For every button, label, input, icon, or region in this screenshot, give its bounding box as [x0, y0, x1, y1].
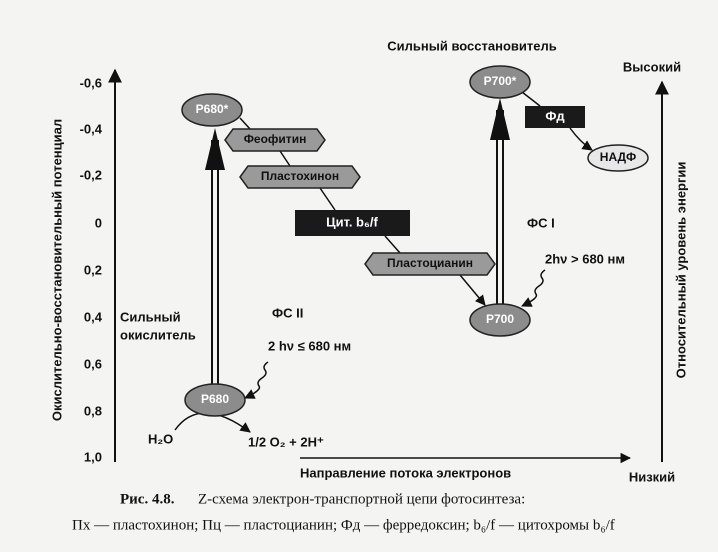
connector: [521, 91, 541, 107]
tick-label: 0,4: [84, 309, 103, 324]
label: Сильный восстановитель: [387, 38, 556, 53]
node-label: Пластохинон: [261, 169, 339, 183]
high-label: Высокий: [623, 59, 681, 74]
energy-label: Относительный уровень энергии: [673, 162, 688, 379]
node-label: Фд: [545, 108, 565, 123]
label: 2hν > 680 нм: [545, 251, 625, 266]
connector: [239, 117, 251, 130]
caption-number: Рис. 4.8.: [120, 491, 175, 507]
tick-label: -0,2: [80, 167, 102, 182]
axis-label: Окислительно-восстановительный потенциал: [49, 119, 64, 421]
node-label: P680*: [196, 102, 229, 116]
tick-label: 0: [95, 215, 102, 230]
label: 2 hν ≤ 680 нм: [268, 338, 351, 353]
node-ellipse: [469, 303, 531, 337]
node-label: Пластоцианин: [387, 256, 473, 270]
node-box: [239, 165, 361, 189]
node-label: P700: [486, 312, 514, 326]
node-ellipse: [184, 383, 246, 417]
label: ФС II: [272, 305, 303, 320]
connector: [384, 235, 401, 254]
caption-title: Z-схема электрон-транспортной цепи фотос…: [198, 491, 525, 507]
label: окислитель: [120, 327, 196, 342]
label: Направление потока электронов: [300, 465, 511, 480]
tick-label: -0,6: [80, 75, 102, 90]
connector: [569, 127, 593, 151]
arrow-head: [205, 128, 225, 170]
label: ФС I: [527, 215, 555, 230]
connector: [459, 274, 486, 306]
node-label: Цит. b₆/f: [326, 214, 378, 229]
arrow-head: [490, 98, 510, 140]
node-box: [224, 128, 326, 152]
tick-label: 0,6: [84, 356, 102, 371]
tick-label: 1,0: [84, 449, 102, 464]
node-ellipse: [469, 65, 531, 99]
node-box: [364, 252, 496, 276]
label: Сильный: [120, 309, 181, 324]
tick-label: -0,4: [80, 121, 103, 136]
node-box: [295, 210, 410, 236]
low-label: Низкий: [629, 469, 675, 484]
photon: [521, 269, 546, 307]
node-label: P700*: [484, 74, 517, 88]
node-ellipse: [587, 144, 649, 172]
label: 1/2 O₂ + 2H⁺: [248, 434, 324, 449]
node-label: P680: [201, 392, 229, 406]
connector: [279, 150, 291, 167]
tick-label: 0,2: [84, 262, 102, 277]
node-label: НАДФ: [600, 150, 636, 164]
photon: [244, 361, 269, 399]
caption-legend: Пх — пластохинон; Пц — пластоцианин; Фд …: [72, 517, 615, 533]
node-ellipse: [181, 93, 243, 127]
node-box: [525, 106, 585, 128]
axis-ticks: -0,6 -0,4 -0,2 0 0,2 0,4 0,6 0,8 1,0: [80, 75, 103, 464]
label: H₂O: [148, 431, 173, 446]
node-label: Феофитин: [244, 132, 307, 146]
tick-label: 0,8: [84, 403, 102, 418]
connector: [319, 187, 336, 211]
